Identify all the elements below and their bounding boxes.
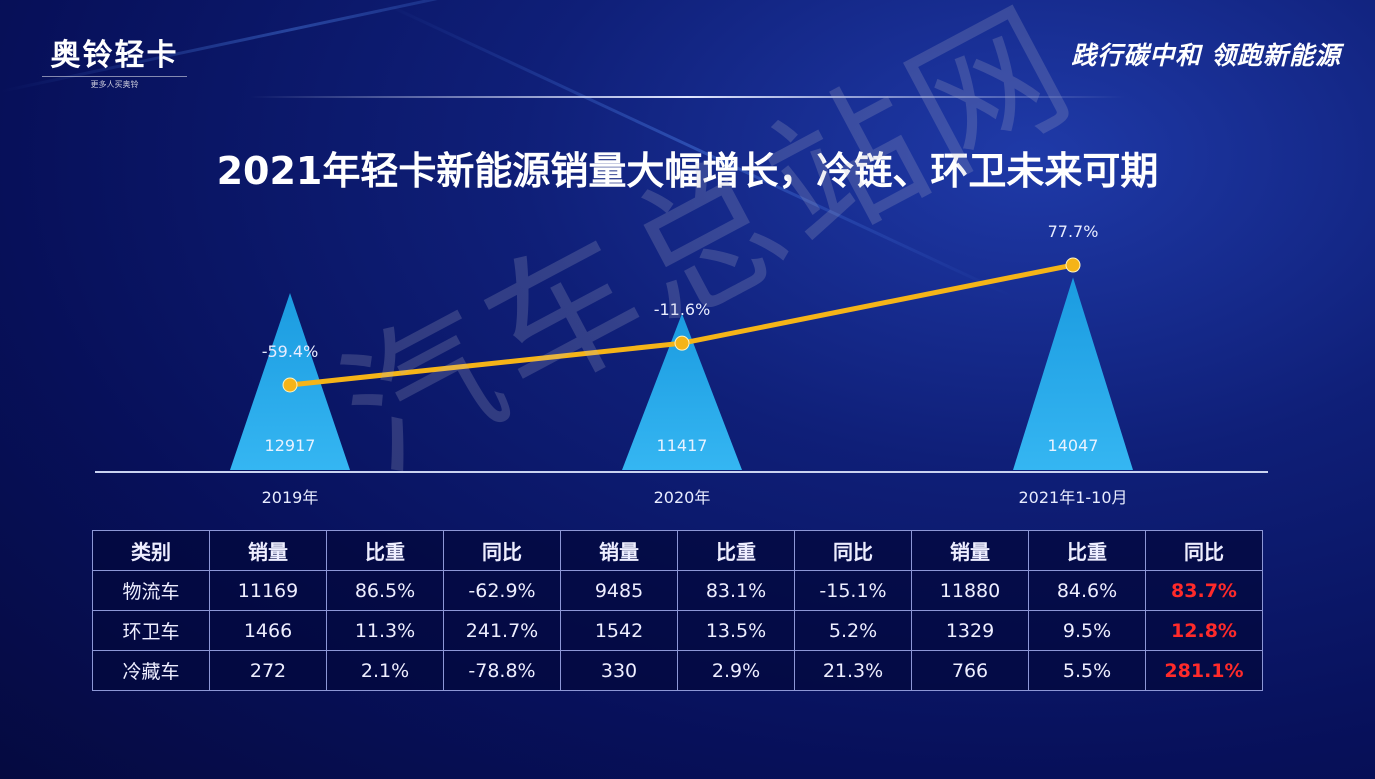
table-cell: 环卫车 xyxy=(92,610,210,651)
table-cell: 281.1% xyxy=(1145,650,1263,691)
sales-value-label: 11417 xyxy=(657,436,708,455)
category-label: 2021年1-10月 xyxy=(1018,488,1127,507)
table-cell: 241.7% xyxy=(443,610,561,651)
table-cell: 9485 xyxy=(560,570,678,611)
table-row: 环卫车 1466 11.3% 241.7% 1542 13.5% 5.2% 1329 9.5% 1… xyxy=(92,610,1263,651)
table-cell: 1329 xyxy=(911,610,1029,651)
table-cell: 销量 xyxy=(911,530,1029,571)
growth-label: 77.7% xyxy=(1048,222,1099,241)
table-cell: 冷藏车 xyxy=(92,650,210,691)
table-cell: 同比 xyxy=(1145,530,1263,571)
table-cell: 86.5% xyxy=(326,570,444,611)
table-cell: 5.2% xyxy=(794,610,912,651)
table-cell: 5.5% xyxy=(1028,650,1146,691)
sales-value-label: 14047 xyxy=(1048,436,1099,455)
table-cell: 11.3% xyxy=(326,610,444,651)
category-label: 2020年 xyxy=(654,488,711,507)
table-cell: 销量 xyxy=(209,530,327,571)
table-cell: 1466 xyxy=(209,610,327,651)
table-row: 物流车 11169 86.5% -62.9% 9485 83.1% -15.1% 11880 8… xyxy=(92,570,1263,611)
table-cell: 83.7% xyxy=(1145,570,1263,611)
sales-chart: 12917 2019年 11417 2020年 14047 2021年1-10月 -59.4… xyxy=(95,222,1268,507)
table-cell: -62.9% xyxy=(443,570,561,611)
table-cell: 2.1% xyxy=(326,650,444,691)
table-cell: 83.1% xyxy=(677,570,795,611)
divider xyxy=(250,96,1125,98)
table-cell: 21.3% xyxy=(794,650,912,691)
sales-table: 类别 销量 比重 同比 销量 比重 同比 销量 比重 同比 物流车 11169 86.5% -62.9% 9… xyxy=(92,530,1263,691)
growth-label: -59.4% xyxy=(262,342,319,361)
table-row: 冷藏车 272 2.1% -78.8% 330 2.9% 21.3% 766 5.5% 281.1… xyxy=(92,650,1263,691)
table-cell: 13.5% xyxy=(677,610,795,651)
table-cell: 84.6% xyxy=(1028,570,1146,611)
sales-value-label: 12917 xyxy=(265,436,316,455)
table-cell: -78.8% xyxy=(443,650,561,691)
table-cell: 9.5% xyxy=(1028,610,1146,651)
growth-point xyxy=(674,335,690,351)
growth-point xyxy=(1065,257,1081,273)
sales-triangle xyxy=(622,313,742,470)
table-row: 类别 销量 比重 同比 销量 比重 同比 销量 比重 同比 xyxy=(92,530,1263,571)
table-cell: 比重 xyxy=(677,530,795,571)
table-cell: 同比 xyxy=(794,530,912,571)
growth-point xyxy=(282,377,298,393)
logo-tagline: 更多人买奥铃 xyxy=(42,76,187,90)
table-cell: 类别 xyxy=(92,530,210,571)
category-label: 2019年 xyxy=(262,488,319,507)
slogan: 践行碳中和 领跑新能源 xyxy=(1071,41,1341,70)
table-cell: 2.9% xyxy=(677,650,795,691)
slide-title: 2021年轻卡新能源销量大幅增长，冷链、环卫未来可期 xyxy=(216,149,1159,193)
table-cell: 11169 xyxy=(209,570,327,611)
table-cell: 1542 xyxy=(560,610,678,651)
logo: 奥铃轻卡 更多人买奥铃 xyxy=(42,30,187,90)
sales-triangle xyxy=(1013,277,1133,470)
table-cell: 同比 xyxy=(443,530,561,571)
table-cell: 272 xyxy=(209,650,327,691)
table-cell: 330 xyxy=(560,650,678,691)
table-cell: 比重 xyxy=(1028,530,1146,571)
growth-label: -11.6% xyxy=(654,300,711,319)
table-cell: 12.8% xyxy=(1145,610,1263,651)
table-cell: 11880 xyxy=(911,570,1029,611)
table-cell: 766 xyxy=(911,650,1029,691)
table-cell: 比重 xyxy=(326,530,444,571)
logo-name: 奥铃轻卡 xyxy=(50,38,179,73)
table-cell: 销量 xyxy=(560,530,678,571)
table-cell: -15.1% xyxy=(794,570,912,611)
table-cell: 物流车 xyxy=(92,570,210,611)
